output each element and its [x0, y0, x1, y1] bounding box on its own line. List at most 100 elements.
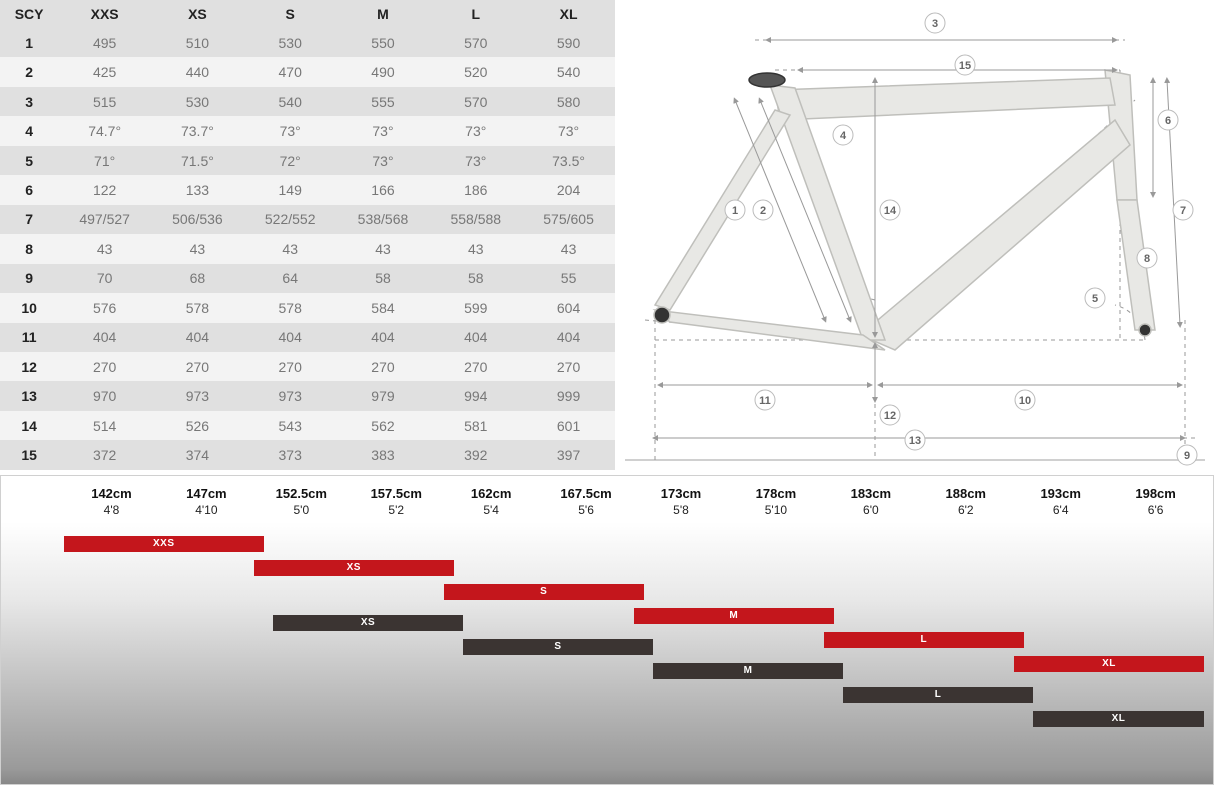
- table-cell: 43: [151, 234, 244, 263]
- table-cell: 601: [522, 411, 615, 440]
- table-cell: 520: [429, 57, 522, 86]
- table-cell: 1: [0, 28, 58, 57]
- table-cell: 570: [429, 28, 522, 57]
- height-labels-row: 142cm4'8147cm4'10152.5cm5'0157.5cm5'2162…: [64, 486, 1203, 517]
- table-col-header: M: [337, 0, 430, 28]
- table-cell: 58: [337, 264, 430, 293]
- table-cell: 149: [244, 175, 337, 204]
- table-row: 13970973973979994999: [0, 381, 615, 410]
- table-col-header: L: [429, 0, 522, 28]
- table-row: 6122133149166186204: [0, 175, 615, 204]
- table-cell: 55: [522, 264, 615, 293]
- table-cell: 270: [151, 352, 244, 381]
- table-cell: 270: [58, 352, 151, 381]
- table-cell: 68: [151, 264, 244, 293]
- table-row: 571°71.5°72°73°73°73.5°: [0, 146, 615, 175]
- table-cell: 470: [244, 57, 337, 86]
- table-col-header: XL: [522, 0, 615, 28]
- table-cell: 43: [337, 234, 430, 263]
- table-cell: 578: [244, 293, 337, 322]
- table-cell: 11: [0, 323, 58, 352]
- size-bar-m: M: [634, 608, 834, 624]
- svg-text:1: 1: [731, 205, 737, 217]
- table-cell: 404: [244, 323, 337, 352]
- table-cell: 133: [151, 175, 244, 204]
- svg-text:9: 9: [1183, 450, 1189, 462]
- table-cell: 495: [58, 28, 151, 57]
- table-cell: 73°: [337, 116, 430, 145]
- height-label: 157.5cm5'2: [349, 486, 444, 517]
- svg-text:5: 5: [1091, 293, 1097, 305]
- table-cell: 10: [0, 293, 58, 322]
- table-cell: 13: [0, 381, 58, 410]
- table-cell: 73°: [429, 116, 522, 145]
- table-row: 14514526543562581601: [0, 411, 615, 440]
- table-cell: 12: [0, 352, 58, 381]
- table-cell: 270: [337, 352, 430, 381]
- table-row: 3515530540555570580: [0, 87, 615, 116]
- table-header-row: SCYXXSXSSMLXL: [0, 0, 615, 28]
- table-cell: 122: [58, 175, 151, 204]
- size-bar-l: L: [843, 687, 1033, 703]
- table-cell: 584: [337, 293, 430, 322]
- table-cell: 397: [522, 440, 615, 470]
- table-cell: 599: [429, 293, 522, 322]
- table-row: 2425440470490520540: [0, 57, 615, 86]
- table-cell: 71°: [58, 146, 151, 175]
- table-row: 474.7°73.7°73°73°73°73°: [0, 116, 615, 145]
- table-col-header: S: [244, 0, 337, 28]
- svg-text:6: 6: [1164, 115, 1170, 127]
- size-bar-l: L: [824, 632, 1024, 648]
- table-cell: 522/552: [244, 205, 337, 234]
- table-cell: 9: [0, 264, 58, 293]
- svg-text:7: 7: [1179, 205, 1185, 217]
- table-cell: 374: [151, 440, 244, 470]
- table-cell: 43: [58, 234, 151, 263]
- svg-text:8: 8: [1143, 253, 1149, 265]
- table-cell: 530: [244, 28, 337, 57]
- size-bar-xxs: XXS: [64, 536, 264, 552]
- size-bar-xs: XS: [254, 560, 454, 576]
- size-bar-xs: XS: [273, 615, 463, 631]
- table-cell: 538/568: [337, 205, 430, 234]
- table-cell: 392: [429, 440, 522, 470]
- table-col-header: SCY: [0, 0, 58, 28]
- bike-diagram: 123456789101112131415: [615, 0, 1214, 470]
- table-cell: 15: [0, 440, 58, 470]
- table-cell: 58: [429, 264, 522, 293]
- top-section: SCYXXSXSSMLXL 14955105305505705902425440…: [0, 0, 1214, 470]
- table-cell: 73°: [337, 146, 430, 175]
- table-cell: 510: [151, 28, 244, 57]
- size-bar-s: S: [463, 639, 653, 655]
- height-label: 183cm6'0: [823, 486, 918, 517]
- svg-text:12: 12: [883, 410, 895, 422]
- table-cell: 973: [151, 381, 244, 410]
- table-cell: 604: [522, 293, 615, 322]
- height-label: 162cm5'4: [444, 486, 539, 517]
- table-cell: 425: [58, 57, 151, 86]
- table-cell: 558/588: [429, 205, 522, 234]
- table-row: 7497/527506/536522/552538/568558/588575/…: [0, 205, 615, 234]
- table-cell: 186: [429, 175, 522, 204]
- svg-text:4: 4: [839, 130, 846, 142]
- table-cell: 72°: [244, 146, 337, 175]
- size-chart: 142cm4'8147cm4'10152.5cm5'0157.5cm5'2162…: [0, 475, 1214, 785]
- table-row: 8434343434343: [0, 234, 615, 263]
- table-cell: 43: [522, 234, 615, 263]
- table-cell: 14: [0, 411, 58, 440]
- table-col-header: XXS: [58, 0, 151, 28]
- table-cell: 530: [151, 87, 244, 116]
- table-cell: 578: [151, 293, 244, 322]
- height-label: 173cm5'8: [634, 486, 729, 517]
- table-cell: 204: [522, 175, 615, 204]
- height-label: 142cm4'8: [64, 486, 159, 517]
- height-label: 167.5cm5'6: [539, 486, 634, 517]
- height-label: 193cm6'4: [1013, 486, 1108, 517]
- table-cell: 576: [58, 293, 151, 322]
- table-cell: 73°: [429, 146, 522, 175]
- table-cell: 580: [522, 87, 615, 116]
- table-cell: 973: [244, 381, 337, 410]
- table-cell: 490: [337, 57, 430, 86]
- table-cell: 270: [522, 352, 615, 381]
- table-cell: 373: [244, 440, 337, 470]
